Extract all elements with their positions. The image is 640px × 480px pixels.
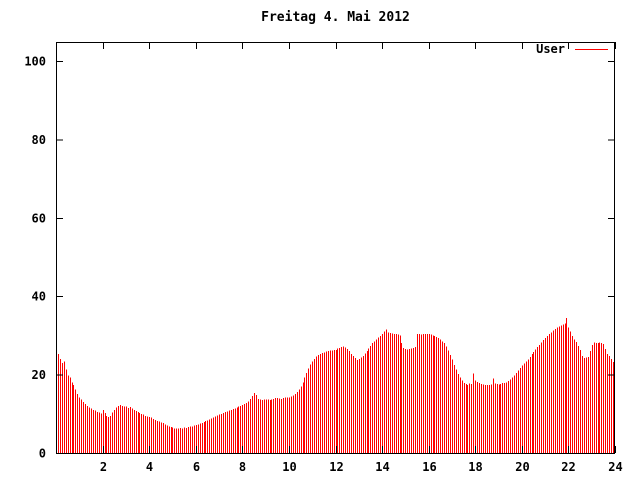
x-tick-label: 12 — [329, 460, 343, 474]
x-tick-label: 4 — [146, 460, 153, 474]
y-tick-label: 80 — [32, 133, 46, 147]
x-tick-label: 20 — [515, 460, 529, 474]
y-tick-label: 0 — [39, 447, 46, 461]
user-series-bars — [56, 317, 614, 453]
tick-marks — [56, 42, 616, 454]
legend: User — [536, 42, 608, 56]
chart-title: Freitag 4. Mai 2012 — [261, 10, 410, 25]
x-tick-label: 2 — [100, 460, 107, 474]
x-tick-label: 8 — [239, 460, 246, 474]
x-axis-labels: 2 4 6 8 10 12 14 16 18 20 22 24 — [100, 460, 623, 474]
x-tick-label: 16 — [422, 460, 436, 474]
y-tick-label: 40 — [32, 290, 46, 304]
y-tick-label: 100 — [24, 55, 46, 69]
user-series-impulses — [56, 317, 614, 453]
x-tick-label: 24 — [608, 460, 622, 474]
plot-border — [56, 42, 615, 454]
x-tick-label: 14 — [375, 460, 389, 474]
y-tick-label: 60 — [32, 211, 46, 225]
x-tick-label: 6 — [193, 460, 200, 474]
y-axis-labels: 0 20 40 60 80 100 — [24, 55, 46, 461]
plot-axes — [56, 42, 616, 454]
x-tick-label: 10 — [282, 460, 296, 474]
legend-user-label: User — [536, 42, 565, 56]
y-tick-label: 20 — [32, 368, 46, 382]
x-tick-label: 22 — [561, 460, 575, 474]
x-tick-label: 18 — [468, 460, 482, 474]
